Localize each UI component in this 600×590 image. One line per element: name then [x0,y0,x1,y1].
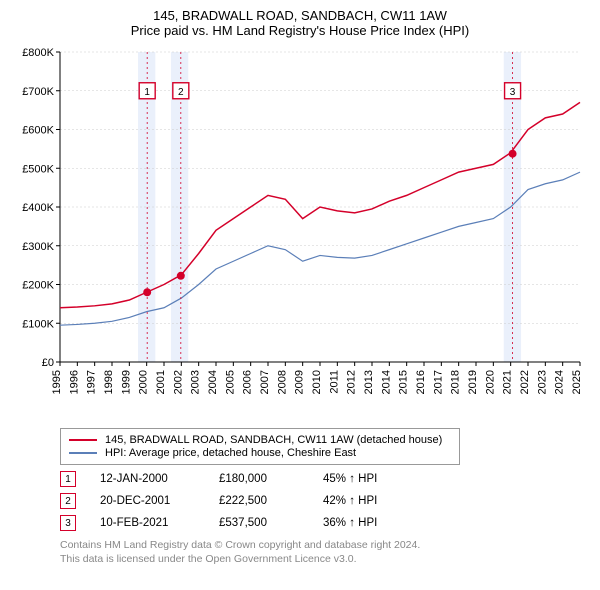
event-pct: 42% ↑ HPI [323,495,377,507]
svg-text:2005: 2005 [224,370,236,394]
svg-text:2015: 2015 [398,370,410,394]
svg-text:1995: 1995 [51,370,63,394]
event-pct: 45% ↑ HPI [323,473,377,485]
event-date: 10-FEB-2021 [100,517,195,529]
svg-text:£400K: £400K [22,202,54,214]
legend-swatch-2 [69,452,97,454]
legend-label-1: 145, BRADWALL ROAD, SANDBACH, CW11 1AW (… [105,434,442,446]
event-marker-icon: 1 [60,471,76,487]
svg-text:2022: 2022 [519,370,531,394]
event-row: 2 20-DEC-2001 £222,500 42% ↑ HPI [60,493,570,509]
svg-text:2018: 2018 [450,370,462,394]
legend-swatch-1 [69,439,97,441]
event-marker-icon: 3 [60,515,76,531]
event-marker-icon: 2 [60,493,76,509]
svg-text:£500K: £500K [22,163,54,175]
event-row: 3 10-FEB-2021 £537,500 36% ↑ HPI [60,515,570,531]
event-row: 1 12-JAN-2000 £180,000 45% ↑ HPI [60,471,570,487]
svg-text:£800K: £800K [22,47,54,59]
svg-text:2020: 2020 [484,370,496,394]
svg-text:1997: 1997 [86,370,98,394]
svg-text:2003: 2003 [190,370,202,394]
event-price: £180,000 [219,473,299,485]
page-title: 145, BRADWALL ROAD, SANDBACH, CW11 1AW [10,8,590,23]
page-subtitle: Price paid vs. HM Land Registry's House … [10,23,590,38]
svg-text:2008: 2008 [276,370,288,394]
svg-text:2017: 2017 [432,370,444,394]
svg-text:3: 3 [510,87,516,98]
svg-text:2019: 2019 [467,370,479,394]
svg-text:2025: 2025 [571,370,583,394]
legend: 145, BRADWALL ROAD, SANDBACH, CW11 1AW (… [60,428,460,465]
chart: £0 £100K £200K £300K £400K £500K £600K £700K £80… [10,42,590,422]
svg-text:2: 2 [178,87,184,98]
event-date: 20-DEC-2001 [100,495,195,507]
footer-line: Contains HM Land Registry data © Crown c… [60,539,570,553]
svg-text:2007: 2007 [259,370,271,394]
svg-text:2010: 2010 [311,370,323,394]
svg-text:2001: 2001 [155,370,167,394]
svg-text:£700K: £700K [22,86,54,98]
svg-text:1996: 1996 [68,370,80,394]
svg-text:2023: 2023 [536,370,548,394]
chart-svg: £0 £100K £200K £300K £400K £500K £600K £700K £80… [10,42,590,422]
svg-text:1998: 1998 [103,370,115,394]
events-table: 1 12-JAN-2000 £180,000 45% ↑ HPI 2 20-DE… [60,471,570,531]
svg-text:2014: 2014 [380,370,392,394]
event-price: £222,500 [219,495,299,507]
svg-text:2004: 2004 [207,370,219,394]
event-date: 12-JAN-2000 [100,473,195,485]
footer: Contains HM Land Registry data © Crown c… [60,539,570,566]
svg-text:2012: 2012 [346,370,358,394]
svg-text:£300K: £300K [22,241,54,253]
svg-text:£0: £0 [42,357,54,369]
svg-text:2009: 2009 [294,370,306,394]
svg-text:2006: 2006 [242,370,254,394]
page: 145, BRADWALL ROAD, SANDBACH, CW11 1AW P… [0,0,600,570]
svg-text:1999: 1999 [120,370,132,394]
svg-text:£200K: £200K [22,280,54,292]
svg-text:2002: 2002 [172,370,184,394]
svg-text:2021: 2021 [502,370,514,394]
svg-text:2000: 2000 [138,370,150,394]
svg-text:2013: 2013 [363,370,375,394]
event-pct: 36% ↑ HPI [323,517,377,529]
legend-row: HPI: Average price, detached house, Ches… [69,447,451,459]
svg-text:2024: 2024 [554,370,566,394]
svg-text:£100K: £100K [22,318,54,330]
svg-text:1: 1 [144,87,150,98]
footer-line: This data is licensed under the Open Gov… [60,553,570,567]
svg-text:2016: 2016 [415,370,427,394]
legend-label-2: HPI: Average price, detached house, Ches… [105,447,356,459]
svg-text:£600K: £600K [22,125,54,137]
svg-text:2011: 2011 [328,370,340,394]
event-price: £537,500 [219,517,299,529]
legend-row: 145, BRADWALL ROAD, SANDBACH, CW11 1AW (… [69,434,451,446]
